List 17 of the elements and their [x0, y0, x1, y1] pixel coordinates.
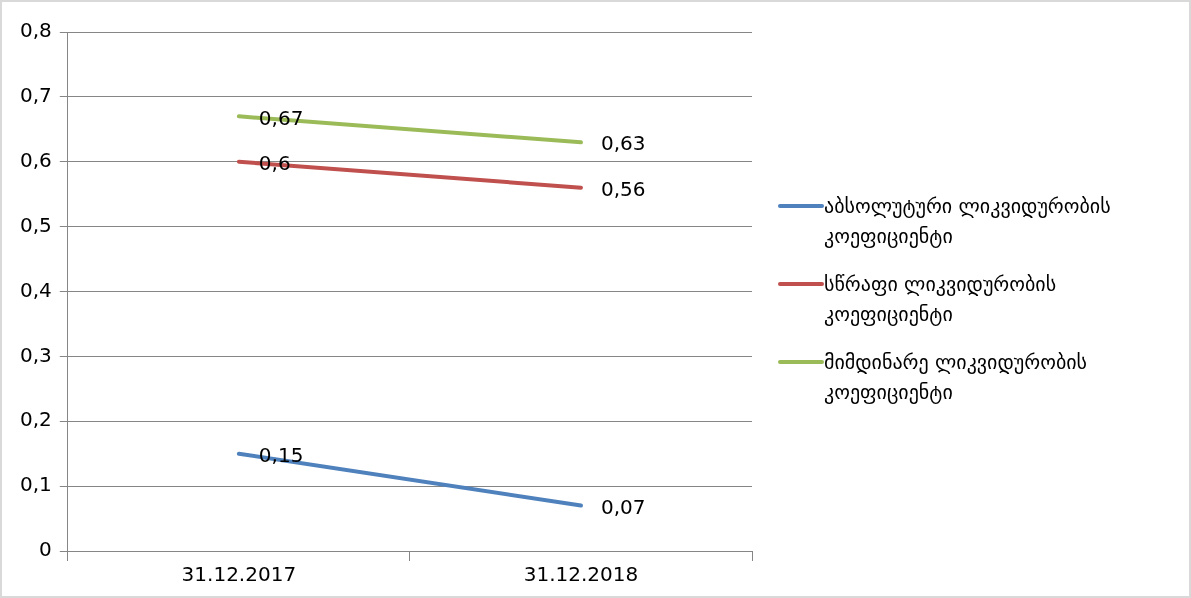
y-tick-label: 0 — [39, 537, 52, 562]
y-tick-label: 0,7 — [19, 83, 52, 108]
data-label: 0,63 — [600, 131, 646, 156]
y-tick-label: 0,6 — [19, 147, 52, 172]
data-label: 0,07 — [600, 494, 646, 519]
y-tick-label: 0,3 — [19, 342, 52, 367]
y-tick-label: 0,8 — [19, 18, 52, 43]
x-tick-label: 31.12.2018 — [523, 562, 639, 587]
y-tick-label: 0,1 — [19, 472, 52, 497]
legend-label: სწრაფი ლიკვიდურობის კოეფიციენტი — [824, 271, 1058, 328]
legend-label: აბსოლუტური ლიკვიდურობის კოეფიციენტი — [824, 193, 1112, 250]
y-tick-label: 0,2 — [19, 407, 52, 432]
x-tick-label: 31.12.2017 — [181, 562, 297, 587]
data-label: 0,56 — [600, 176, 646, 201]
y-tick-label: 0,4 — [19, 277, 52, 302]
y-tick-label: 0,5 — [19, 212, 52, 237]
legend-label: მიმდინარე ლიკვიდურობის კოეფიციენტი — [824, 349, 1089, 406]
